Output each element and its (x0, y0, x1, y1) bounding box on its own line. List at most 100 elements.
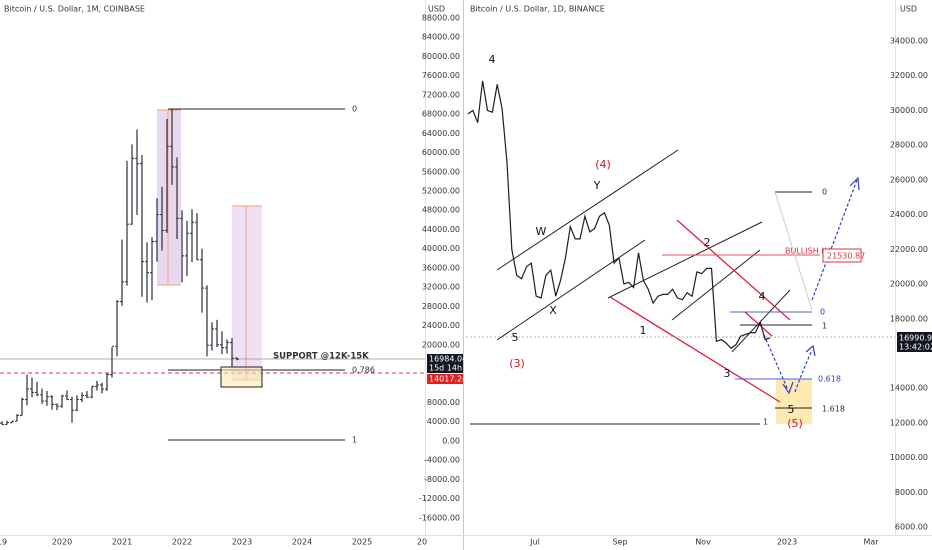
y-tick-label: -8000.00 (424, 475, 460, 484)
wave-label: 5 (512, 331, 519, 344)
annotation: 0.786 (352, 366, 375, 375)
y-tick-label: 76000.00 (422, 71, 460, 80)
wave-label: (5) (787, 417, 803, 430)
y-tick-label: 4000.00 (427, 417, 460, 426)
y-tick-label: 12000.00 (890, 418, 928, 427)
fib-label: 0.618 (818, 375, 841, 384)
y-tick-label: 52000.00 (422, 187, 460, 196)
level-badge (427, 374, 463, 384)
y-tick-label: 22000.00 (890, 245, 928, 254)
y-tick-label: 26000.00 (890, 175, 928, 184)
fib-label: 1 (822, 322, 827, 331)
axis-unit: USD (900, 5, 917, 14)
x-tick-label: 2021 (112, 538, 132, 547)
wave-label: Y (593, 179, 601, 192)
level-price: 14017.24 (429, 375, 467, 384)
chart-title: Bitcoin / U.S. Dollar, 1M, COINBASE (4, 5, 145, 14)
y-tick-label: 6000.00 (895, 523, 928, 532)
wave-label: W (536, 225, 547, 238)
wave-label: 2 (704, 236, 711, 249)
fib-label: 0 (822, 188, 827, 197)
y-tick-label: 8000.00 (427, 398, 460, 407)
y-tick-label: 32000.00 (422, 283, 460, 292)
y-tick-label: 28000.00 (422, 302, 460, 311)
y-tick-label: 0.00 (442, 436, 460, 445)
y-tick-label: 28000.00 (890, 141, 928, 150)
level-price: 21530.87 (827, 252, 865, 261)
right-series (467, 80, 771, 350)
x-tick-label: Sep (612, 538, 627, 547)
fib-lines (470, 191, 812, 425)
fib-diagonal (774, 191, 813, 311)
y-tick-label: 44000.00 (422, 225, 460, 234)
y-tick-label: 10000.00 (890, 453, 928, 462)
wave-label: (3) (509, 357, 525, 370)
wave-label: (4) (595, 158, 611, 171)
x-tick-label: 2020 (52, 538, 72, 547)
y-tick-label: 20000.00 (422, 340, 460, 349)
left-candles (0, 109, 239, 426)
y-tick-label: 20000.00 (890, 280, 928, 289)
y-tick-label: 84000.00 (422, 33, 460, 42)
annotation: 0 (352, 105, 357, 114)
annotation: 1 (352, 436, 357, 445)
y-tick-label: 40000.00 (422, 244, 460, 253)
y-tick-label: 60000.00 (422, 148, 460, 157)
level-label: BULLISH LV. (785, 247, 832, 256)
y-tick-label: 68000.00 (422, 110, 460, 119)
chart-title: Bitcoin / U.S. Dollar, 1D, BINANCE (470, 5, 605, 14)
y-tick-label: 72000.00 (422, 90, 460, 99)
x-tick-label: 2024 (292, 538, 312, 547)
y-tick-label: 34000.00 (890, 36, 928, 45)
countdown: 13:42:02 (899, 343, 932, 352)
wave-label: 4 (759, 290, 766, 303)
level-badge (822, 248, 862, 263)
projection-arrows (763, 176, 860, 395)
wave-label: 3 (724, 367, 731, 380)
x-tick-label: 2022 (172, 538, 192, 547)
x-tick-label: 2025 (352, 538, 372, 547)
wave-label: 5 (788, 403, 795, 416)
x-tick-label: Nov (695, 538, 711, 547)
x-tick-label: 2023 (232, 538, 252, 547)
y-tick-label: -16000.00 (419, 513, 460, 522)
y-tick-label: 32000.00 (890, 71, 928, 80)
x-tick-label: Mar (863, 538, 879, 547)
annotation: SUPPORT @12K-15K (273, 352, 369, 362)
y-tick-label: 36000.00 (422, 263, 460, 272)
y-tick-label: 30000.00 (890, 106, 928, 115)
y-tick-label: 18000.00 (890, 314, 928, 323)
y-tick-label: 24000.00 (890, 210, 928, 219)
fib-label: 0 (820, 308, 825, 317)
y-tick-label: 64000.00 (422, 129, 460, 138)
y-tick-label: 8000.00 (895, 488, 928, 497)
y-tick-label: 80000.00 (422, 52, 460, 61)
y-tick-label: -4000.00 (424, 456, 460, 465)
wave-label: 4 (489, 53, 496, 66)
red-lines (609, 219, 791, 403)
y-tick-label: 48000.00 (422, 206, 460, 215)
last-price: 16990.92 (899, 334, 932, 343)
target-zone (776, 379, 812, 424)
price-badge (897, 332, 932, 352)
fib-label: 1.618 (822, 405, 845, 414)
y-tick-label: -12000.00 (419, 494, 460, 503)
countdown: 15d 14h (429, 364, 462, 373)
price-line-series (467, 80, 771, 350)
y-tick-label: 14000.00 (890, 384, 928, 393)
x-tick-label: Jul (529, 538, 540, 547)
x-tick-label: 20 (417, 538, 427, 547)
x-tick-label: 19 (0, 538, 7, 547)
wave-label: 1 (640, 324, 647, 337)
y-tick-label: 88000.00 (422, 14, 460, 23)
price-badge (427, 354, 463, 373)
support-box (220, 366, 263, 388)
range-box (232, 206, 262, 380)
fib-label: 1 (763, 418, 768, 427)
axis-unit: USD (428, 5, 445, 14)
last-price: 16984.04 (429, 355, 467, 364)
y-tick-label: 56000.00 (422, 167, 460, 176)
y-tick-label: 24000.00 (422, 321, 460, 330)
